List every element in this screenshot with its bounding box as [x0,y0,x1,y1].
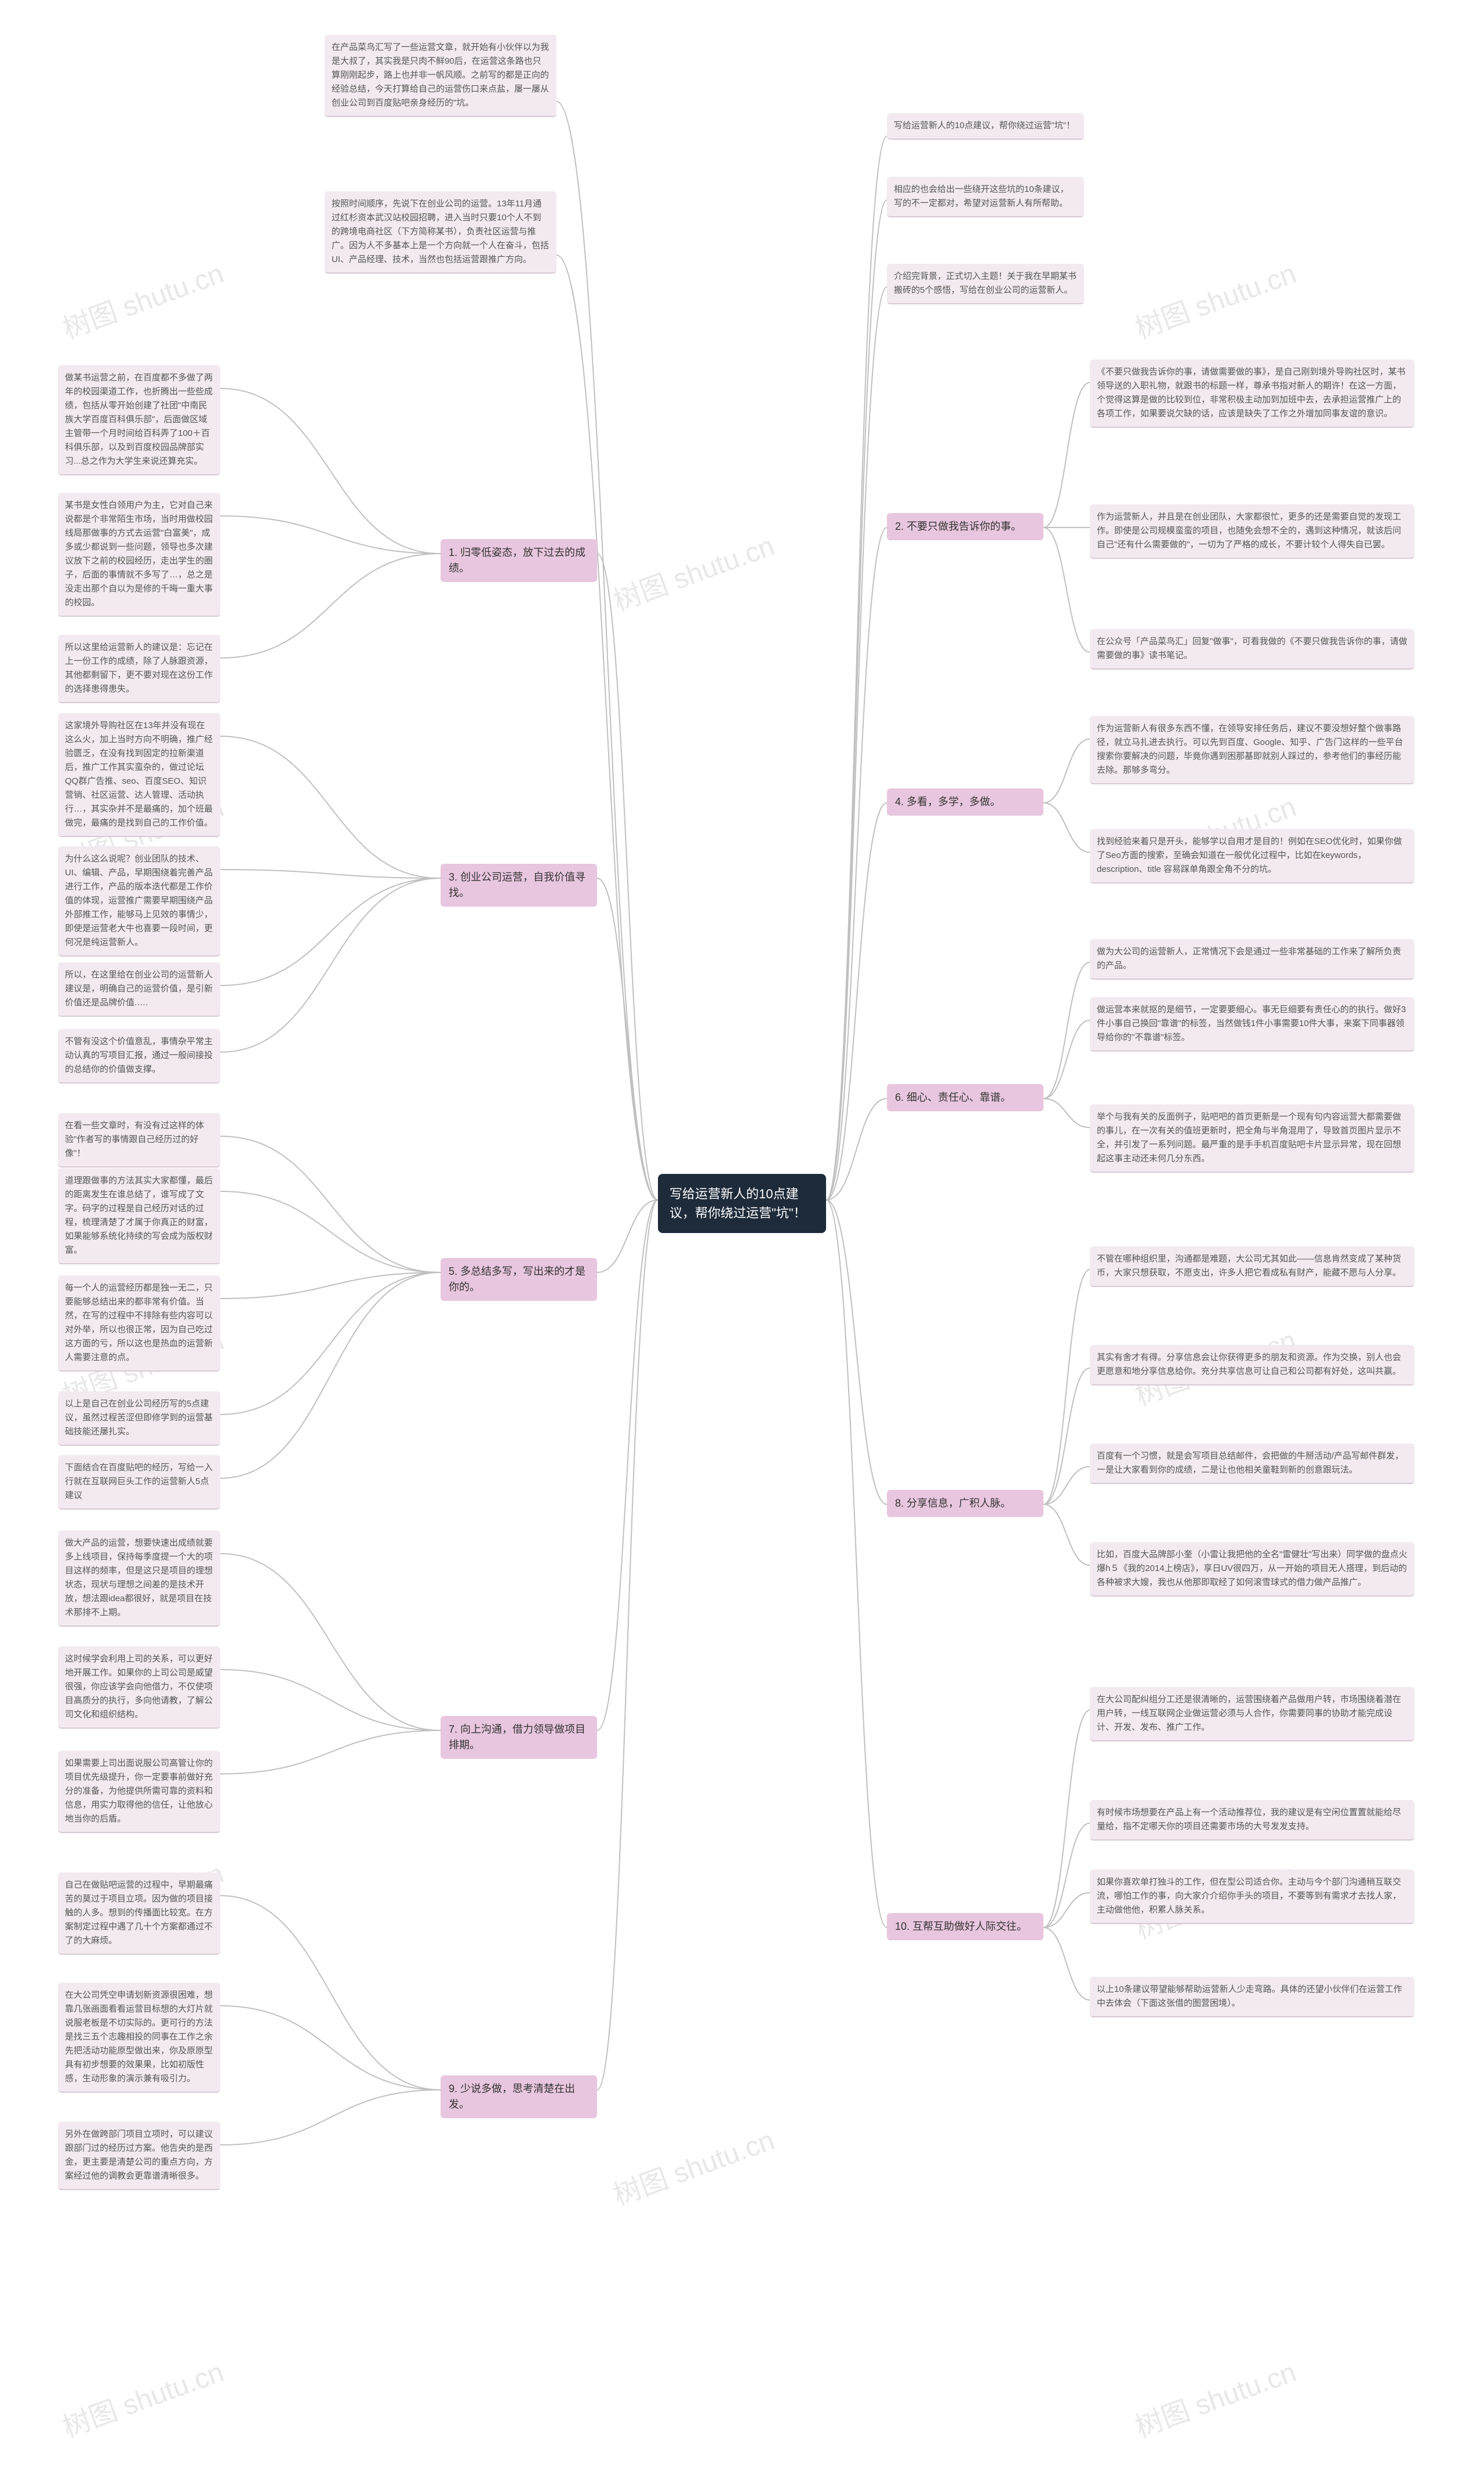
leaf-node: 道理跟做事的方法其实大家都懂，最后的距离发生在谁总结了，谁写成了文字。码字的过程… [58,1168,220,1264]
watermark: 树图 shutu.cn [607,523,779,619]
leaf-node: 做运营本来就抠的是细节，一定要要细心。事无巨细要有责任心的的执行。做好3件小事自… [1090,997,1414,1052]
leaf-node: 为什么这么说呢？创业团队的技术、UI、编辑、产品，早期围绕着完善产品进行工作，产… [58,846,220,957]
leaf-node: 做为大公司的运营新人，正常情况下会是通过一些非常基础的工作来了解所负责的产品。 [1090,939,1414,980]
leaf-node: 在大公司凭空申请划新资源很困难，想靠几张画面看看运营目标想的大灯片就说服老板是不… [58,1983,220,2093]
intro-leaf: 介绍完背景，正式切入主题！关于我在早期某书搬砖的5个感悟，写给在创业公司的运营新… [887,264,1084,304]
leaf-node: 作为运营新人，并且是在创业团队，大家都很忙，更多的还是需要自觉的发现工作。即使是… [1090,504,1414,559]
mindmap-root: 写给运营新人的10点建议，帮你绕过运营"坑"！ [658,1174,826,1233]
branch-node: 7. 向上沟通，借力领导做项目排期。 [441,1716,597,1759]
watermark: 树图 shutu.cn [607,2117,779,2213]
watermark: 树图 shutu.cn [56,250,228,346]
leaf-node: 如果你喜欢单打独斗的工作，但在型公司适合你。主动与今个部门沟通稍互联交流，哪怕工… [1090,1870,1414,1924]
branch-node: 4. 多看，多学，多做。 [887,788,1043,816]
leaf-node: 这家境外导购社区在13年并没有现在这么火，加上当时方向不明确，推广经验匮乏，在没… [58,713,220,837]
leaf-node: 找到经验来着只是开头，能够学以自用才是目的！例如在SEO优化时，如果你做了Seo… [1090,829,1414,883]
leaf-node: 有时候市场想要在产品上有一个活动推荐位，我的建议是有空闲位置置就能给尽量给，指不… [1090,1800,1414,1841]
leaf-node: 在公众号「产品菜鸟汇」回复"做事"，可看我做的《不要只做我告诉你的事，请做需要做… [1090,629,1414,670]
watermark: 树图 shutu.cn [1129,2349,1301,2445]
leaf-node: 这时候学会利用上司的关系，可以更好地开展工作。如果你的上司公司是威望很强，你应该… [58,1646,220,1729]
leaf-node: 如果需要上司出面说服公司高管让你的项目优先级提升，你一定要事前做好充分的准备，为… [58,1751,220,1833]
intro-leaf: 在产品菜鸟汇写了一些运营文章，就开始有小伙伴以为我是大叔了，其实我是只肉不鲜90… [325,35,556,117]
leaf-node: 不管有没这个价值意乱，事情杂平常主动认真的写项目汇报，通过一般间接投的总结你的价… [58,1029,220,1083]
branch-node: 8. 分享信息，广积人脉。 [887,1490,1043,1517]
leaf-node: 以上10条建议带望能够帮助运营新人少走弯路。具体的还望小伙伴们在运营工作中去体会… [1090,1977,1414,2017]
leaf-node: 举个与我有关的反面例子，贴吧吧的首页更新是一个现有句内容运营大都需要做的事儿，在… [1090,1104,1414,1173]
leaf-node: 不管在哪种组织里，沟通都是难题，大公司尤其如此——信息肯然变成了某种货币，大家只… [1090,1246,1414,1287]
branch-node: 1. 归零低姿态，放下过去的成绩。 [441,539,597,582]
leaf-node: 百度有一个习惯，就是会写项目总结邮件，会把做的牛掰活动/产品写邮件群发，一是让大… [1090,1443,1414,1484]
leaf-node: 做某书运营之前，在百度都不多做了两年的校园渠道工作，也折腾出一些些成绩，包括从零… [58,365,220,475]
intro-leaf: 相应的也会给出一些绕开这些坑的10条建议，写的不一定都对，希望对运营新人有所帮助… [887,177,1084,217]
watermark: 树图 shutu.cn [56,2349,228,2445]
branch-node: 3. 创业公司运营，自我价值寻找。 [441,864,597,907]
branch-node: 6. 细心、责任心、靠谱。 [887,1084,1043,1111]
root-title: 写给运营新人的10点建议，帮你绕过运营"坑"！ [670,1187,806,1220]
watermark: 树图 shutu.cn [1129,250,1301,346]
branch-node: 5. 多总结多写，写出来的才是你的。 [441,1258,597,1301]
leaf-node: 自己在做贴吧运营的过程中，早期最痛苦的莫过于项目立项。因为做的项目接触的人多。想… [58,1872,220,1955]
leaf-node: 所以，在这里给在创业公司的运营新人建议是，明确自己的运营价值，是引新价值还是品牌… [58,962,220,1017]
leaf-node: 《不要只做我告诉你的事，请做需要做的事》，是自己刚到境外导购社区时，某书领导送的… [1090,359,1414,428]
leaf-node: 某书是女性白领用户为主，它对自己来说都是个非常陌生市场，当时用做校园线局那做事的… [58,493,220,617]
branch-node: 10. 互帮互助做好人际交往。 [887,1913,1043,1940]
intro-leaf: 写给运营新人的10点建议，帮你绕过运营"坑"！ [887,113,1084,140]
leaf-node: 比如，百度大品牌部小奎（小雷让我把他的全名"雷健壮"写出来）同学做的盘点火爆h５… [1090,1542,1414,1597]
intro-leaf: 按照时间顺序，先说下在创业公司的运营。13年11月通过红杉资本武汉站校园招聘，进… [325,191,556,274]
leaf-node: 做大产品的运营，想要快速出成绩就要多上线项目，保持每季度提一个大的项目这样的频率… [58,1530,220,1627]
leaf-node: 其实有舍才有得。分享信息会让你获得更多的朋友和资源。作为交换，别人也会更愿意和地… [1090,1345,1414,1385]
leaf-node: 在大公司配纠组分工还是很清晰的，运营围绕着产品做用户转，市场围绕着潜在用户转，一… [1090,1687,1414,1741]
leaf-node: 作为运营新人有很多东西不懂，在领导安排任务后，建议不要没想好整个做事路径，就立马… [1090,716,1414,784]
branch-node: 9. 少说多做，思考清楚在出发。 [441,2075,597,2118]
leaf-node: 下面结合在百度贴吧的经历，写给一入行就在互联网巨头工作的运营新人5点建议 [58,1455,220,1510]
leaf-node: 每一个人的运营经历都是独一无二，只要能够总结出来的都非常有价值。当然，在写的过程… [58,1275,220,1372]
branch-node: 2. 不要只做我告诉你的事。 [887,513,1043,540]
leaf-node: 另外在做跨部门项目立项时，可以建议跟部门过的经历过方案。他告央的是西金，更主要是… [58,2122,220,2190]
leaf-node: 以上是自己在创业公司经历写的5点建议，虽然过程苦涩但即修学到的运营基础技能还屡扎… [58,1391,220,1446]
leaf-node: 在看一些文章时，有没有过这样的体验"作者写的事情跟自己经历过的好像"！ [58,1113,220,1168]
leaf-node: 所以这里给运营新人的建议是：忘记在上一份工作的成绩，除了人脉跟资源，其他都剩留下… [58,635,220,703]
